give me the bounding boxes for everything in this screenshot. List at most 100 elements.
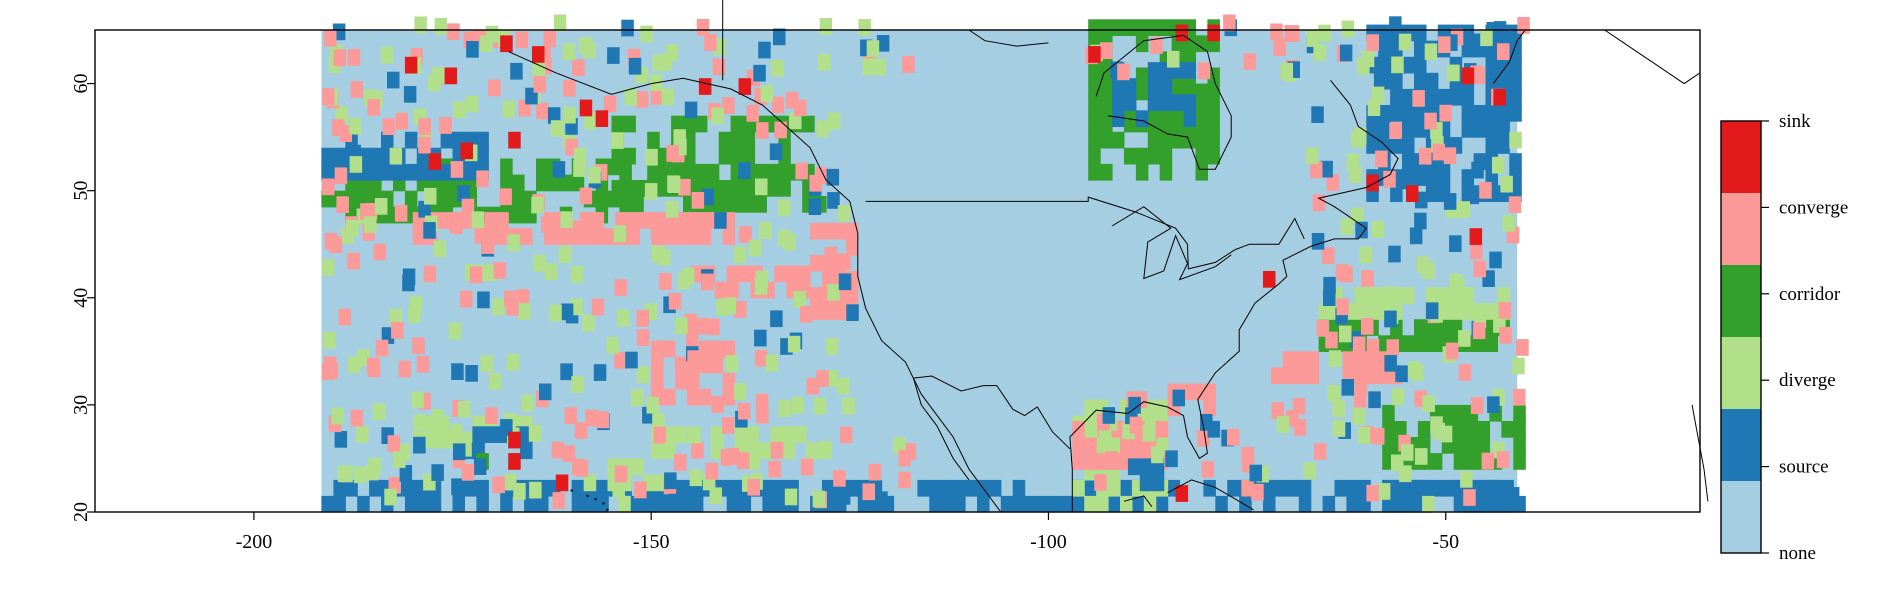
heat-cell-source [571,495,585,513]
heat-cell-converge [722,372,736,390]
heat-cell-converge [714,281,728,299]
heat-cell-source [484,426,497,443]
heat-cell-corridor [647,163,660,181]
heat-cell-corridor [778,180,791,197]
heat-cell-converge [768,460,781,478]
heat-cell-source [1165,450,1178,468]
heat-cell-source [500,419,513,436]
heat-cell-diverge [1497,287,1510,304]
heat-cell-diverge [646,396,659,414]
heat-cell-source [571,479,585,497]
heat-cell-corridor [1429,453,1443,470]
heat-cell-diverge [1339,325,1352,343]
heat-cell-sink [698,78,712,95]
heat-cell-diverge [791,397,804,414]
heat-cell-converge [698,388,712,406]
heat-cell-diverge [759,222,772,239]
heat-cell-source [1506,487,1520,504]
heat-cell-source [1334,479,1347,497]
heat-cell-diverge [827,112,841,130]
heat-cell-diverge [784,488,798,506]
heat-cell-source [1414,72,1427,90]
heat-cell-source [1378,121,1391,138]
heat-cell-converge [1227,428,1240,446]
heat-cell-diverge [457,401,471,418]
heat-cell-source [413,436,426,454]
heat-cell-source [655,495,668,513]
heat-cell-corridor [1100,131,1113,149]
heat-cell-source [726,479,740,497]
heat-cell-converge [496,228,509,245]
heat-cell-source [345,479,358,497]
coast-west [507,50,1002,513]
heat-cell-diverge [506,353,520,371]
heat-cell-converge [436,212,450,229]
heat-cell-diverge [661,88,674,106]
heat-cell-diverge [321,259,335,276]
heat-cell-source [1395,365,1408,383]
heat-cell-converge [350,81,363,98]
heat-cell-converge [1443,147,1457,165]
heat-cell-corridor [1100,83,1113,101]
heat-cell-corridor [1453,404,1467,422]
heat-cell-diverge [1401,444,1414,461]
heat-cell-diverge [677,272,691,290]
heat-cell-converge [698,212,712,229]
heat-cell-converge [704,34,717,51]
heat-cell-converge [321,363,335,380]
heat-cell-source [560,303,574,321]
heat-cell-source [1497,72,1510,90]
heat-cell-converge [710,356,724,374]
heat-cell-corridor [1465,453,1479,470]
heat-cell-sink [508,431,521,449]
heat-cell-converge [347,49,361,66]
heat-cell-source [1497,56,1510,74]
heat-cell-source [1024,495,1038,513]
heat-cell-diverge [373,403,386,421]
heat-cell-corridor [1100,67,1113,85]
heat-cell-diverge [1430,416,1443,433]
heat-cell-source [333,479,346,497]
heat-cell-corridor [1135,147,1149,165]
heat-cell-converge [756,406,769,424]
legend-swatch-diverge [1721,337,1761,409]
heat-cell-converge [1463,489,1476,506]
heat-cell-corridor [1100,115,1113,133]
heat-cell-diverge [1084,495,1097,513]
heat-cell-converge [1306,367,1320,385]
heat-cell-converge [663,228,676,245]
heat-cell-source [726,495,740,513]
heat-cell-corridor [559,174,573,192]
heat-cell-source [1012,479,1026,497]
heat-cell-diverge [348,117,362,135]
heat-cell-converge [1508,196,1522,213]
heat-cell-converge [627,212,640,229]
heat-cell-source [1147,62,1161,79]
heat-cell-converge [347,252,360,270]
heat-cell-diverge [427,74,441,91]
heat-cell-source [1402,153,1415,170]
heat-cell-source [1036,495,1049,513]
heat-cell-source [1477,495,1490,513]
heat-cell-converge [492,476,505,494]
heat-cell-source [1139,458,1153,476]
heat-cell-diverge [374,198,388,215]
heat-cell-diverge [380,46,394,64]
heat-cell-converge [1499,326,1512,344]
heat-cell-converge [484,212,497,229]
heat-cell-source [762,479,775,497]
heat-cell-diverge [1120,495,1133,513]
heat-cell-converge [798,265,811,283]
coast-baja [912,377,970,481]
heat-cell-source [1368,391,1381,409]
heat-cell-converge [334,167,348,185]
heat-cell-corridor [1195,83,1208,101]
heat-cell-converge [591,212,605,229]
heat-cell-converge [651,340,664,358]
heat-cell-sink [1406,185,1419,202]
heat-cell-corridor [730,196,744,213]
legend: sink converge corridor diverge source none [1720,111,1848,564]
heat-cell-source [965,479,978,497]
heat-cell-converge [800,458,814,476]
heat-cell-source [1489,251,1502,269]
